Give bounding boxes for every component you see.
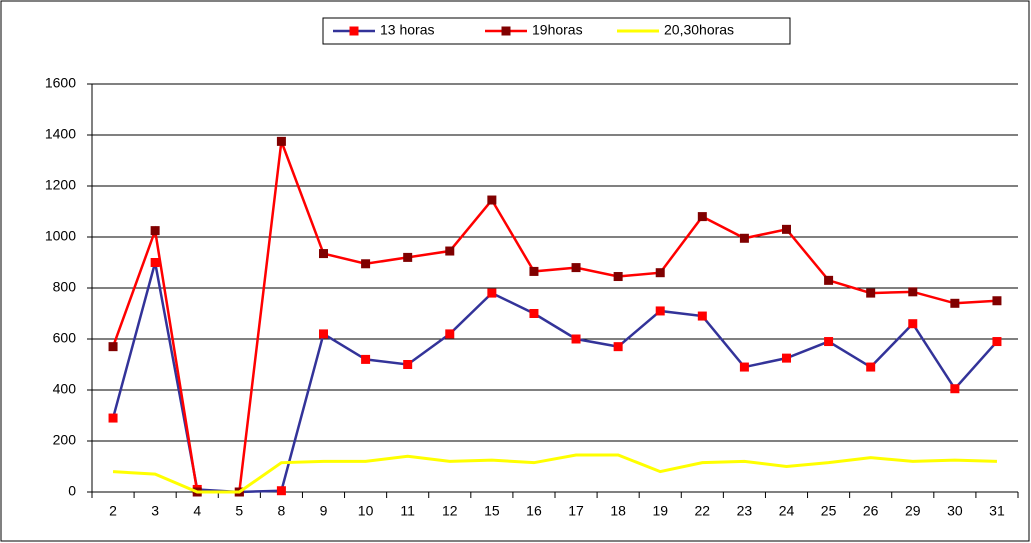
y-tick-label: 1600 bbox=[45, 75, 76, 91]
x-tick-label: 8 bbox=[278, 503, 286, 519]
marker bbox=[866, 288, 876, 298]
marker bbox=[319, 249, 328, 259]
x-tick-label: 22 bbox=[695, 503, 711, 519]
x-tick-label: 11 bbox=[400, 503, 415, 519]
marker bbox=[276, 486, 286, 496]
marker bbox=[361, 354, 371, 364]
x-tick-label: 16 bbox=[526, 503, 542, 519]
x-tick-label: 9 bbox=[320, 503, 328, 519]
marker bbox=[361, 259, 371, 269]
x-tick-label: 15 bbox=[484, 503, 500, 519]
marker bbox=[150, 258, 160, 267]
y-tick-label: 1400 bbox=[45, 126, 76, 142]
marker bbox=[613, 272, 623, 282]
marker bbox=[739, 233, 749, 243]
marker bbox=[824, 275, 834, 285]
series-line bbox=[111, 262, 998, 494]
series-line bbox=[112, 453, 997, 494]
y-tick-label: 1000 bbox=[45, 228, 76, 244]
x-tick-label: 30 bbox=[947, 503, 963, 519]
marker bbox=[529, 266, 539, 276]
marker bbox=[403, 252, 413, 262]
marker bbox=[697, 311, 707, 321]
x-tick-label: 12 bbox=[442, 503, 458, 519]
x-tick-label: 4 bbox=[193, 503, 201, 519]
marker bbox=[613, 342, 623, 352]
marker bbox=[571, 263, 581, 273]
marker bbox=[697, 212, 707, 222]
marker bbox=[950, 384, 960, 394]
y-tick-label: 1200 bbox=[45, 177, 76, 193]
x-tick-label: 17 bbox=[568, 503, 584, 519]
marker bbox=[950, 298, 960, 308]
x-tick-label: 26 bbox=[863, 503, 879, 519]
marker bbox=[487, 288, 497, 298]
series-line bbox=[111, 140, 998, 494]
marker bbox=[108, 342, 118, 352]
x-tick-label: 31 bbox=[989, 503, 1005, 519]
y-tick-label: 400 bbox=[53, 381, 77, 397]
marker bbox=[529, 309, 539, 318]
marker bbox=[445, 329, 455, 339]
legend-box bbox=[322, 17, 791, 45]
x-tick-label: 2 bbox=[109, 503, 117, 519]
y-tick-label: 0 bbox=[68, 483, 76, 499]
marker bbox=[782, 353, 791, 363]
marker bbox=[739, 362, 749, 372]
x-tick-label: 23 bbox=[737, 503, 753, 519]
marker bbox=[319, 329, 328, 339]
marker bbox=[992, 337, 1002, 347]
marker bbox=[150, 226, 160, 236]
marker bbox=[487, 195, 497, 205]
marker bbox=[908, 319, 918, 329]
marker bbox=[992, 296, 1002, 306]
legend-label: 19horas bbox=[532, 22, 583, 38]
y-tick-label: 200 bbox=[53, 432, 77, 448]
marker bbox=[824, 337, 834, 347]
legend-label: 20,30horas bbox=[664, 22, 734, 38]
x-tick-label: 24 bbox=[779, 503, 795, 519]
y-tick-label: 800 bbox=[53, 279, 77, 295]
legend-marker bbox=[349, 26, 359, 36]
marker bbox=[403, 360, 413, 369]
marker bbox=[908, 287, 918, 297]
marker bbox=[445, 246, 455, 256]
marker bbox=[866, 362, 876, 372]
marker bbox=[108, 413, 118, 423]
marker bbox=[571, 334, 581, 344]
x-tick-label: 18 bbox=[610, 503, 626, 519]
x-tick-label: 5 bbox=[235, 503, 243, 519]
x-tick-label: 25 bbox=[821, 503, 837, 519]
marker bbox=[655, 306, 665, 316]
y-tick-label: 600 bbox=[53, 330, 77, 346]
marker bbox=[782, 224, 791, 234]
x-tick-label: 10 bbox=[358, 503, 374, 519]
marker bbox=[655, 268, 665, 278]
x-tick-label: 29 bbox=[905, 503, 921, 519]
x-tick-label: 19 bbox=[652, 503, 668, 519]
legend-label: 13 horas bbox=[380, 22, 434, 38]
x-tick-label: 3 bbox=[151, 503, 159, 519]
marker bbox=[276, 136, 286, 146]
legend-marker bbox=[501, 26, 511, 36]
